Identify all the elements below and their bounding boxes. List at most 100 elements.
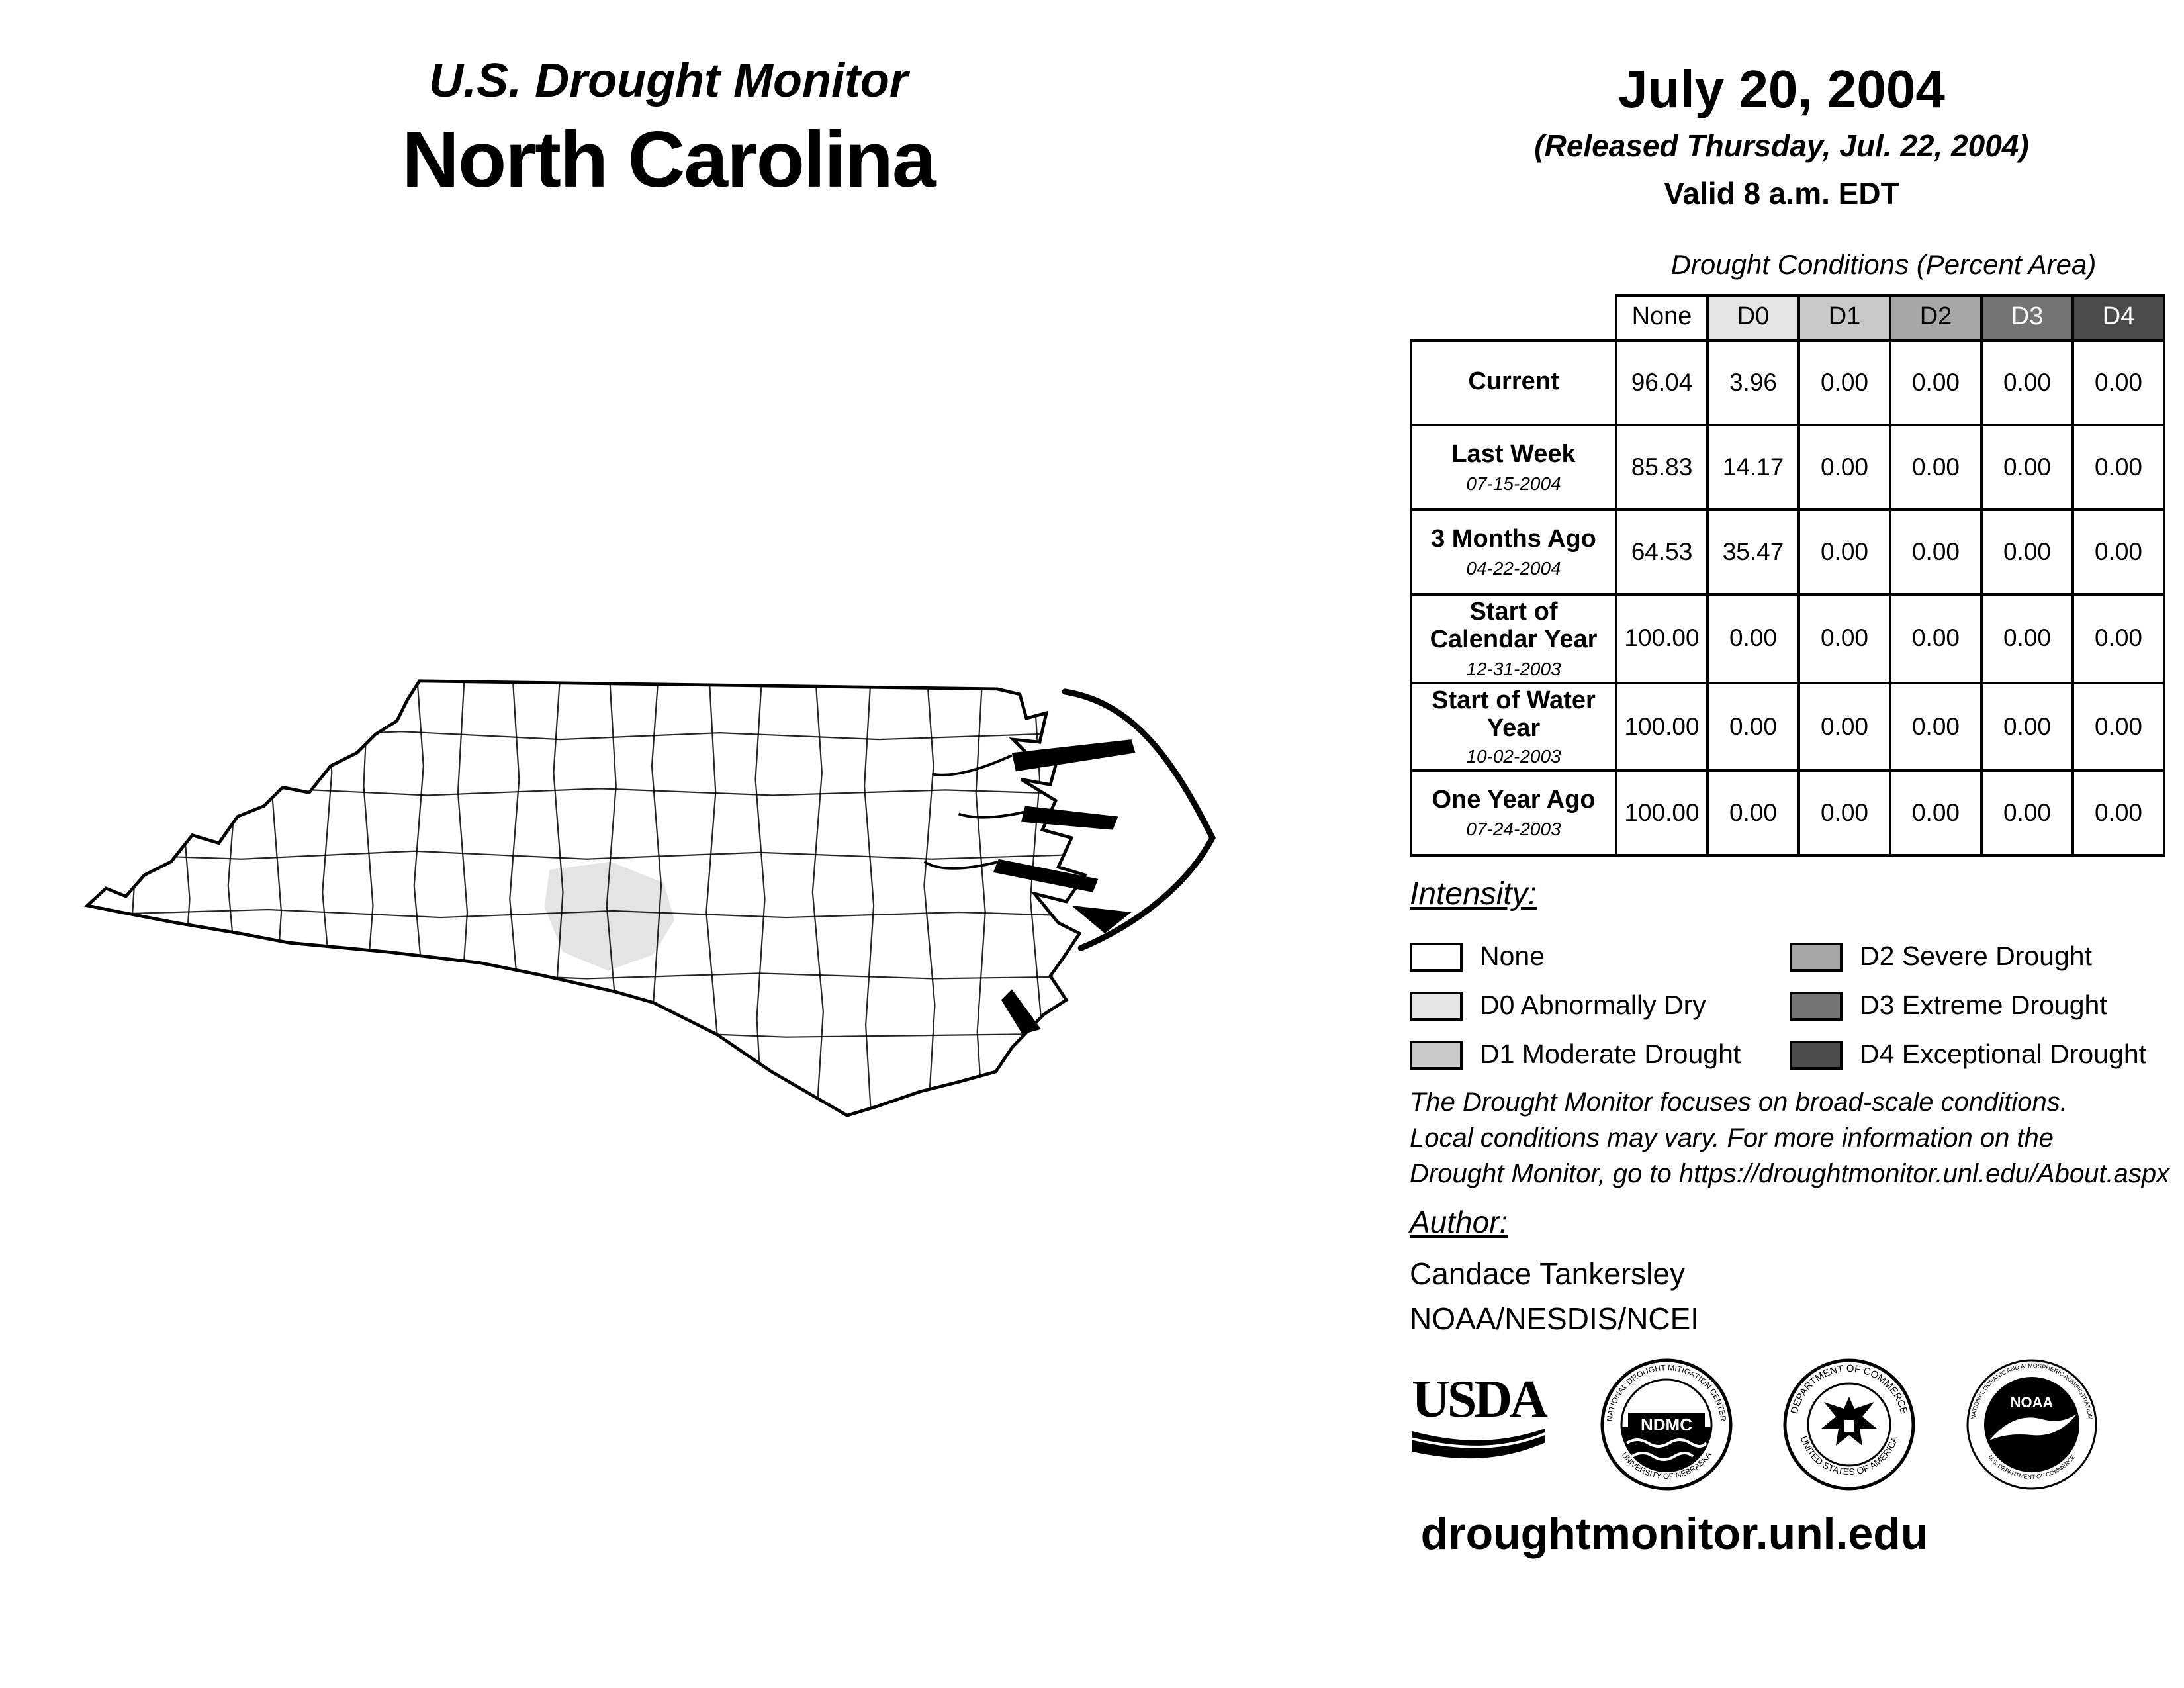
commerce-seal-logo: DEPARTMENT OF COMMERCE UNITED STATES OF … [1783,1358,1915,1491]
legend-swatch [1790,1040,1843,1069]
table-cell: 0.00 [1889,681,1983,773]
state-outline [83,679,1088,1117]
usda-logo: USDA [1407,1372,1550,1476]
legend-item: D1 Moderate Drought [1410,1030,1790,1079]
table-corner [1411,295,1616,340]
report-title: U.S. Drought Monitor [429,53,908,107]
site-url: droughtmonitor.unl.edu [1420,1509,1929,1560]
table-cell: 0.00 [1980,508,2074,596]
table-cell: 0.00 [2071,681,2165,773]
row-label: Start of Calendar Year 12-31-2003 [1410,593,1617,684]
legend-label: D2 Severe Drought [1860,941,2092,971]
table-cell: 0.00 [1797,681,1891,773]
table-cell: 0.00 [2071,593,2165,684]
county-lines-vertical [132,680,1042,1116]
legend-swatch [1790,942,1843,971]
table-cell: 3.96 [1706,339,1800,426]
table-row-last-week: Last Week 07-15-2004 85.83 14.17 0.00 0.… [1410,424,2165,511]
author-title: Author: [1410,1205,1508,1239]
released-date: (Released Thursday, Jul. 22, 2004) [1534,128,2029,163]
author-name: Candace Tankersley [1410,1256,1685,1291]
nc-drought-map [83,679,1216,1117]
disclaimer-line: Local conditions may vary. For more info… [1410,1124,2054,1153]
table-row-3-months-ago: 3 Months Ago 04-22-2004 64.53 35.47 0.00… [1410,508,2165,596]
table-cell: 0.00 [1797,508,1891,596]
legend-item: None [1410,932,1790,981]
legend-label: D3 Extreme Drought [1860,990,2107,1020]
table-cell: 14.17 [1706,424,1800,511]
table-cell: 0.00 [1980,769,2074,857]
ndmc-wordmark: NDMC [1641,1415,1692,1434]
column-header-d0: D0 [1706,294,1800,342]
table-row-start-water-year: Start of Water Year 10-02-2003 100.00 0.… [1410,681,2165,773]
table-row-current: Current 96.04 3.96 0.00 0.00 0.00 0.00 [1410,339,2165,426]
table-cell: 0.00 [1797,593,1891,684]
legend-label: D0 Abnormally Dry [1480,990,1706,1020]
title-block: U.S. Drought Monitor North Carolina [199,53,1138,205]
column-header-none: None [1615,294,1709,342]
table-cell: 0.00 [1706,769,1800,857]
table-cell: 0.00 [1889,593,1983,684]
column-header-d4: D4 [2071,294,2165,342]
table-cell: 0.00 [1889,339,1983,426]
state-title: North Carolina [402,115,936,204]
column-header-d3: D3 [1980,294,2074,342]
table-cell: 0.00 [2071,508,2165,596]
outer-banks [1062,688,1216,951]
legend-swatch [1410,942,1463,971]
table-cell: 100.00 [1615,593,1709,684]
usda-swoosh [1411,1428,1546,1459]
drought-table: None D0 D1 D2 D3 D4 Current 96.04 3.96 0… [1410,294,2165,857]
legend-label: None [1480,941,1545,971]
county-lines-horizontal [87,730,1085,1038]
table-cell: 0.00 [1980,424,2074,511]
table-cell: 0.00 [1797,769,1891,857]
table-cell: 0.00 [1706,681,1800,773]
table-cell: 0.00 [1980,681,2074,773]
legend-swatch [1410,991,1463,1020]
table-header-row: None D0 D1 D2 D3 D4 [1411,294,2165,342]
table-cell: 85.83 [1615,424,1709,511]
legend-swatch [1410,1040,1463,1069]
ndmc-logo: NDMC NATIONAL DROUGHT MITIGATION CENTER … [1600,1358,1733,1491]
legend-swatch [1790,991,1843,1020]
intensity-legend: Intensity: None D0 Abnormally Dry D1 Mod… [1410,876,2171,1079]
table-cell: 0.00 [1797,424,1891,511]
table-cell: 0.00 [1889,424,1983,511]
intensity-title: Intensity: [1410,876,1537,912]
table-cell: 0.00 [1889,769,1983,857]
legend-label: D1 Moderate Drought [1480,1039,1741,1069]
report-date: July 20, 2004 [1618,61,1945,119]
legend-label: D4 Exceptional Drought [1860,1039,2147,1069]
row-label: Start of Water Year 10-02-2003 [1410,681,1617,773]
row-label: Current [1410,339,1617,426]
legend-item: D3 Extreme Drought [1790,981,2146,1030]
table-cell: 0.00 [1889,508,1983,596]
disclaimer-text: The Drought Monitor focuses on broad-sca… [1410,1086,2169,1193]
legend-item: D4 Exceptional Drought [1790,1030,2146,1079]
column-header-d2: D2 [1889,294,1983,342]
table-cell: 35.47 [1706,508,1800,596]
table-row-one-year-ago: One Year Ago 07-24-2003 100.00 0.00 0.00… [1410,769,2165,857]
table-cell: 100.00 [1615,769,1709,857]
table-cell: 0.00 [1706,593,1800,684]
author-block: Author: Candace Tankersley NOAA/NESDIS/N… [1410,1205,1699,1337]
seabird-icon [1989,1414,2077,1440]
table-cell: 0.00 [1980,593,2074,684]
row-label: 3 Months Ago 04-22-2004 [1410,508,1617,596]
table-row-start-calendar-year: Start of Calendar Year 12-31-2003 100.00… [1410,593,2165,684]
table-cell: 0.00 [2071,339,2165,426]
table-title: Drought Conditions (Percent Area) [1670,250,2097,281]
table-cell: 0.00 [1980,339,2074,426]
river-lines [923,754,1028,870]
valid-time: Valid 8 a.m. EDT [1664,176,1899,211]
table-cell: 64.53 [1615,508,1709,596]
legend-item: D0 Abnormally Dry [1410,981,1790,1030]
table-cell: 96.04 [1615,339,1709,426]
disclaimer-line: Drought Monitor, go to https://droughtmo… [1410,1160,2170,1189]
legend-item: D2 Severe Drought [1790,932,2146,981]
legend-grid: None D0 Abnormally Dry D1 Moderate Droug… [1410,932,2171,1079]
row-label: Last Week 07-15-2004 [1410,424,1617,511]
logos-row: USDA NDMC NATIONAL DROUGHT MITIGATION CE… [1407,1358,2098,1491]
